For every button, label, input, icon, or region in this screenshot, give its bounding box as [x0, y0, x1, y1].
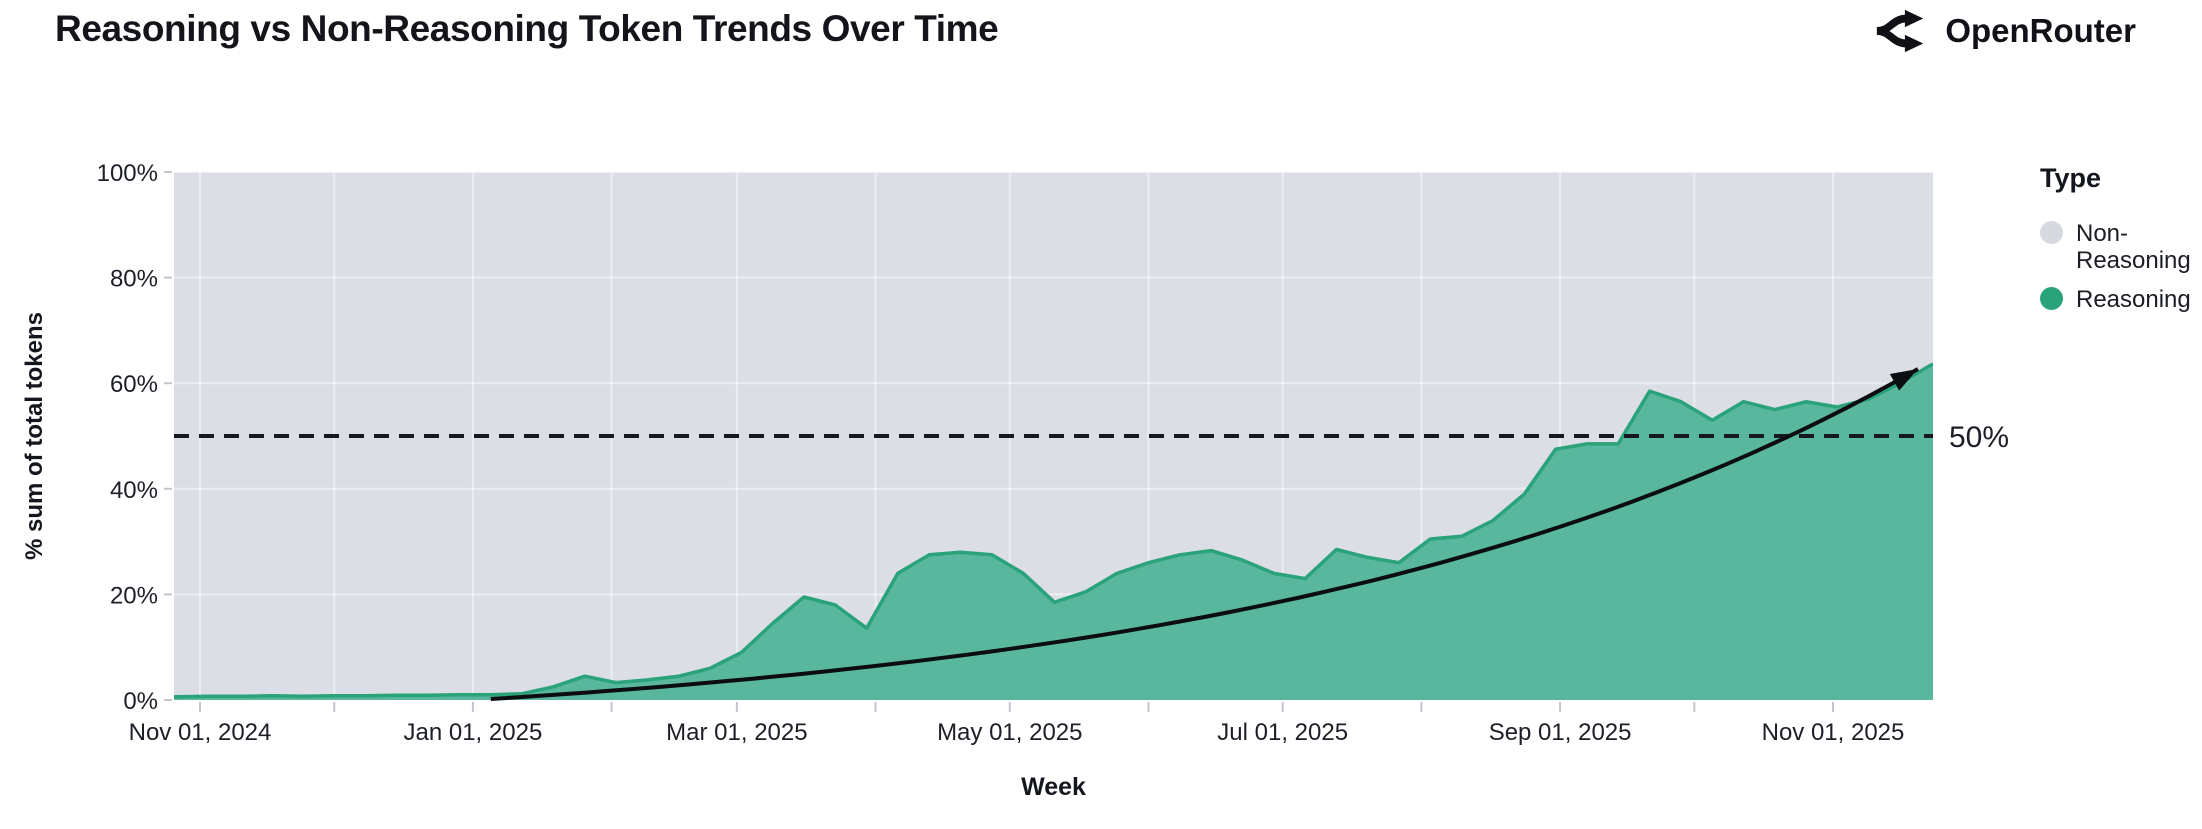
legend-swatch-icon	[2040, 287, 2063, 310]
legend-item-non-reasoning[interactable]: Non-Reasoning	[2040, 220, 2200, 274]
y-axis-tick-label: 0%	[123, 688, 158, 715]
y-axis-tick-label: 60%	[110, 371, 158, 398]
x-axis-tick-label: Nov 01, 2024	[129, 719, 272, 746]
openrouter-brand-name: OpenRouter	[1945, 12, 2136, 49]
y-axis-title: % sum of total tokens	[21, 312, 48, 560]
x-axis-title: Week	[1021, 773, 1086, 801]
legend-items: Non-Reasoning Reasoning	[2040, 220, 2200, 313]
legend-item-reasoning[interactable]: Reasoning	[2040, 286, 2200, 313]
page-title: Reasoning vs Non-Reasoning Token Trends …	[55, 8, 999, 49]
legend-title: Type	[2040, 163, 2102, 193]
x-axis-tick-label: Nov 01, 2025	[1762, 719, 1905, 746]
openrouter-logo-icon	[1876, 9, 1924, 53]
y-axis-tick-label: 100%	[97, 160, 158, 187]
y-axis-tick-label: 80%	[110, 266, 158, 293]
reasoning-area	[174, 364, 1933, 700]
y-axis-tick-label: 40%	[110, 477, 158, 504]
trend-arrowhead	[1889, 369, 1919, 391]
x-axis-tick-label: Mar 01, 2025	[666, 719, 807, 746]
legend-item-label: Reasoning	[2076, 286, 2191, 313]
x-axis-tick-label: Jan 01, 2025	[404, 719, 543, 746]
openrouter-brand: OpenRouter	[1875, 8, 2136, 54]
y-axis-tick-label: 20%	[110, 582, 158, 609]
x-axis-tick-label: Sep 01, 2025	[1489, 719, 1632, 746]
legend-swatch-icon	[2040, 221, 2063, 244]
chart-legend: Type Non-Reasoning Reasoning	[2040, 163, 2200, 325]
fifty-percent-label: 50%	[1949, 421, 2009, 454]
x-axis-tick-label: May 01, 2025	[937, 719, 1082, 746]
reasoning-area-outline	[174, 362, 1933, 699]
x-axis-tick-label: Jul 01, 2025	[1217, 719, 1348, 746]
legend-item-label: Non-Reasoning	[2076, 220, 2191, 274]
trend-arrow-line	[490, 367, 1919, 701]
